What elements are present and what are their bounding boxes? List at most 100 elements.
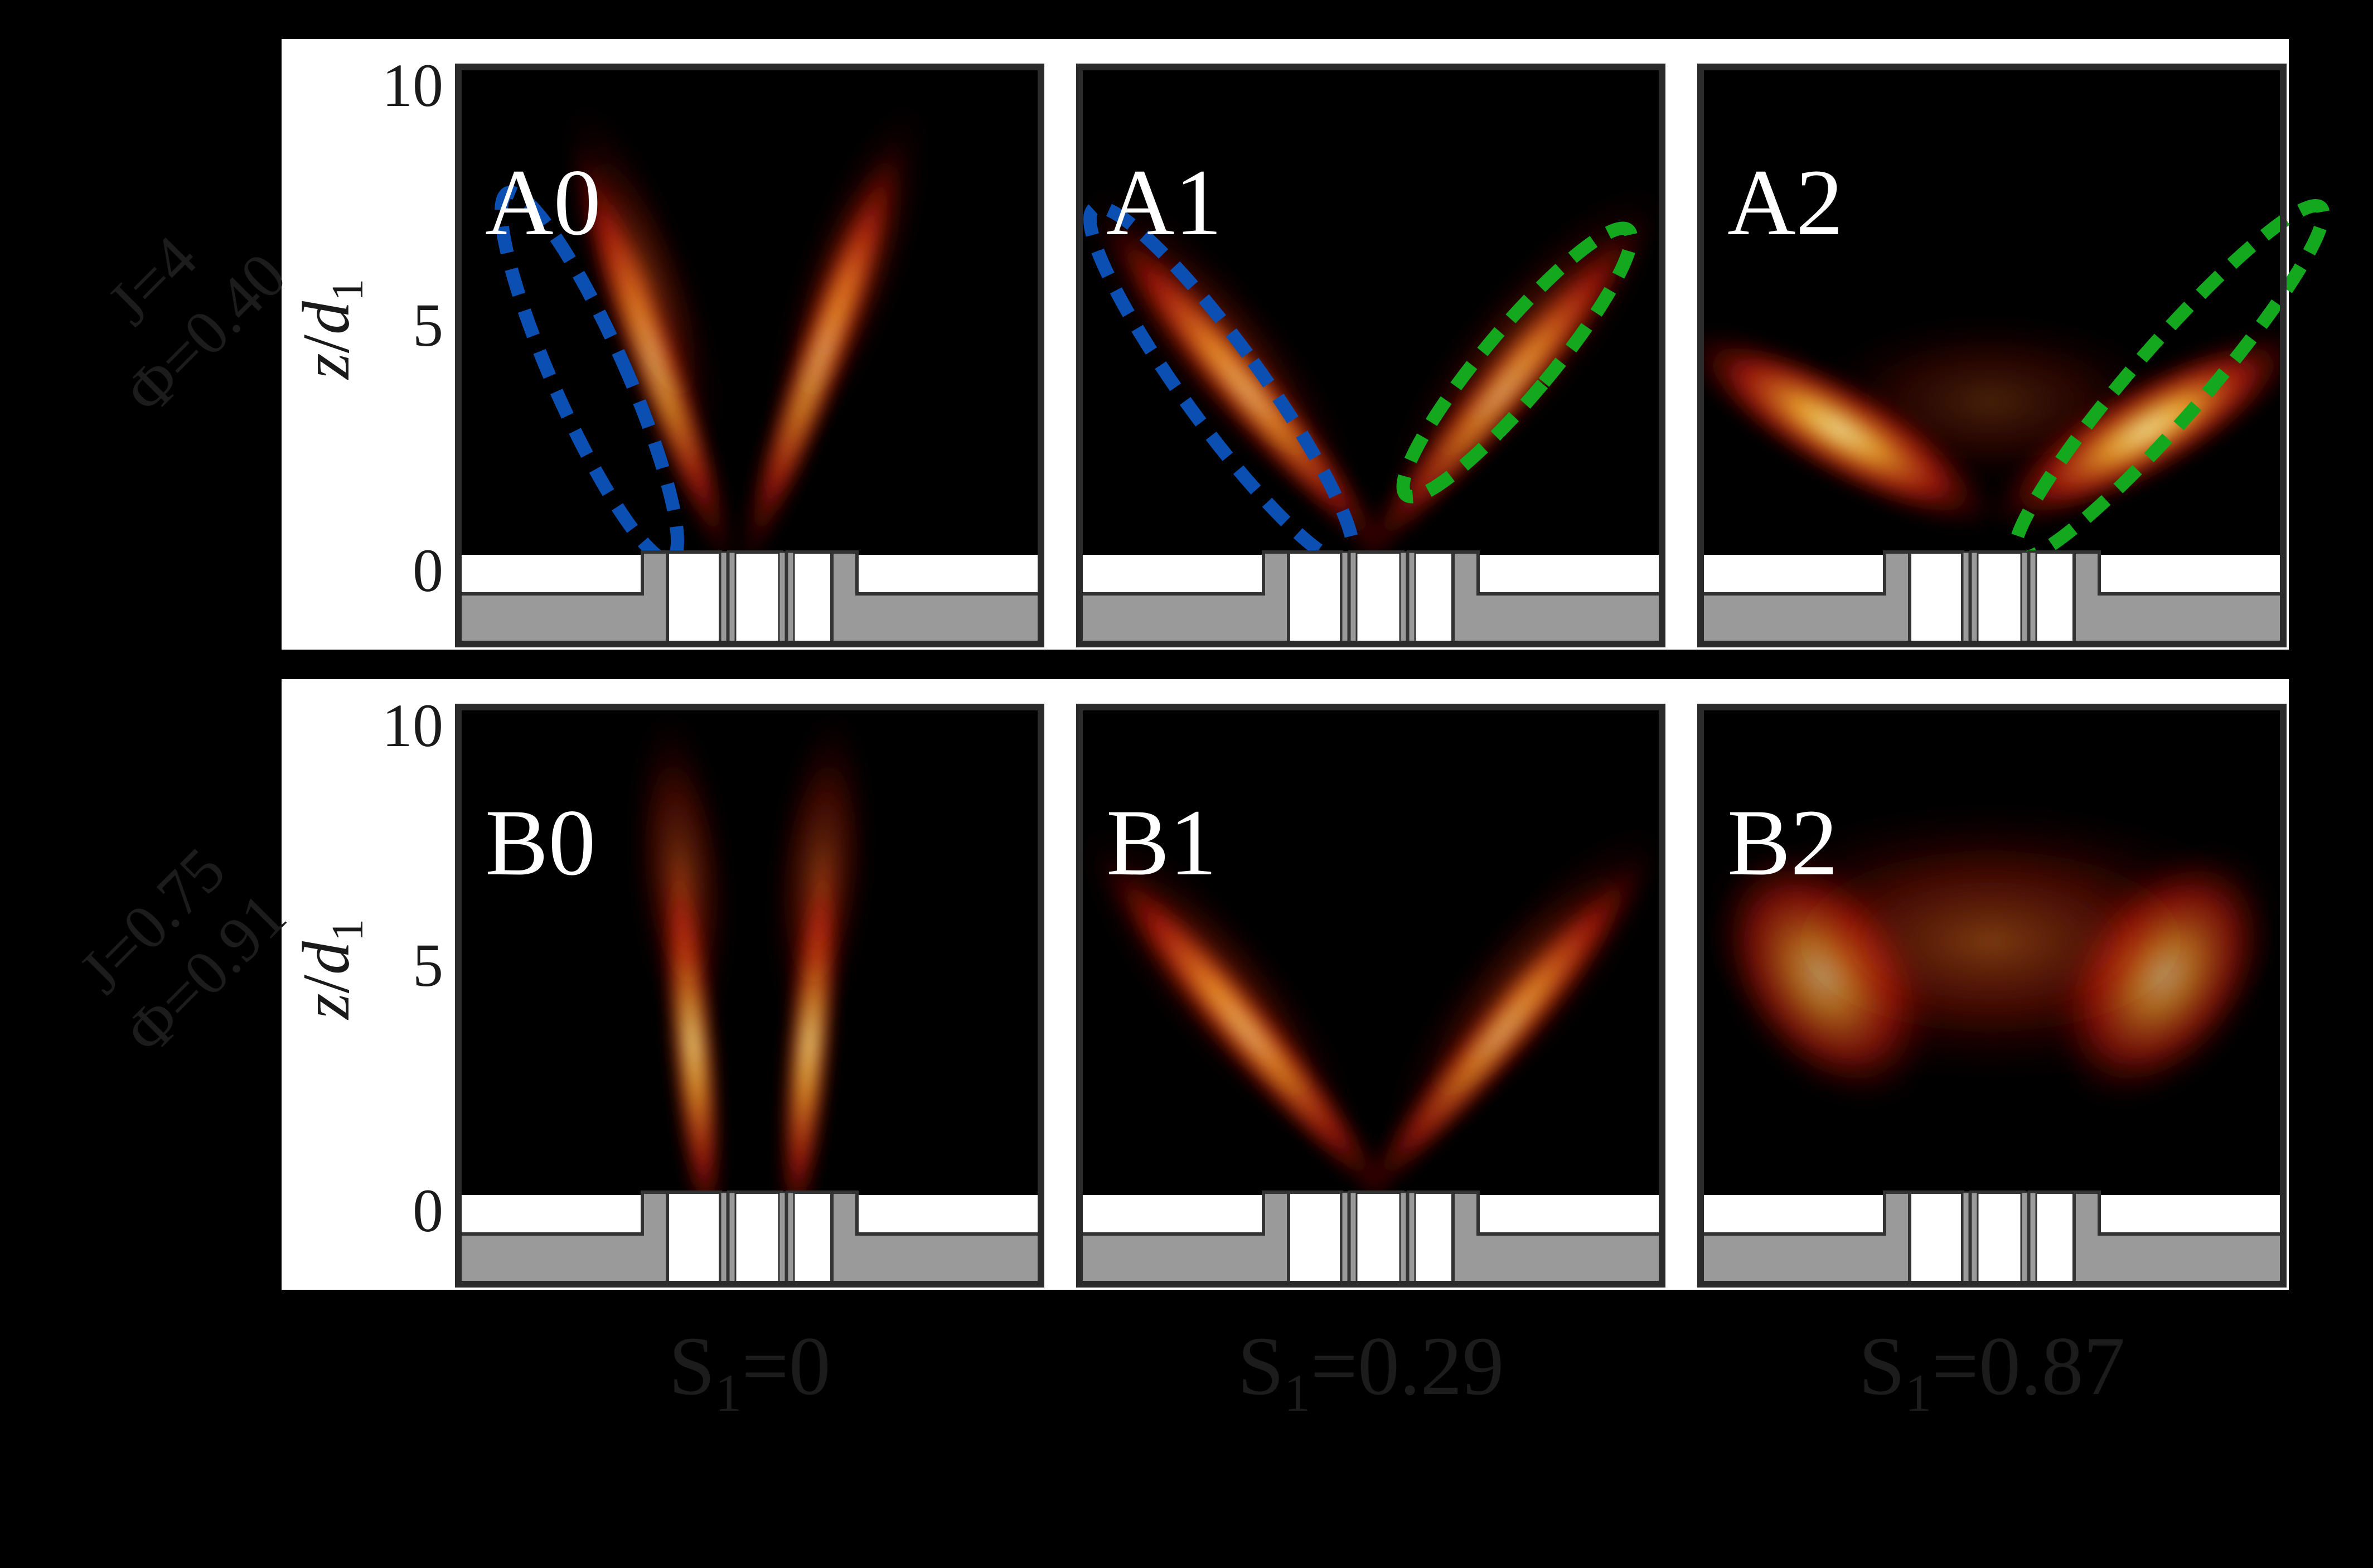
panel-label: B1 <box>1106 790 1217 895</box>
panel-a1: A1 <box>1076 64 1665 647</box>
burner-lip <box>786 551 795 645</box>
y-axis-label: z/d1 <box>289 919 372 1020</box>
column-label-value: =0 <box>742 1320 831 1412</box>
column-label: S1=0 <box>669 1320 831 1422</box>
column-label-sub: 1 <box>1284 1363 1311 1422</box>
flame-lobe <box>768 100 929 458</box>
panel-label: B0 <box>485 790 595 895</box>
flame-lobe <box>1701 802 2280 1081</box>
burner-lip <box>1970 551 1979 645</box>
column-label-sub: 1 <box>1905 1363 1932 1422</box>
burner-lip <box>778 551 787 645</box>
panel-label: A2 <box>1727 150 1843 255</box>
flame-lobe <box>1801 312 2180 491</box>
burner-channel <box>1287 1190 1343 1286</box>
y-tick-label: 5 <box>413 291 443 359</box>
panel-frame <box>455 64 1044 647</box>
y-tick-label: 0 <box>413 536 443 604</box>
burner-channel <box>727 550 783 646</box>
flame-image <box>1701 802 2280 1106</box>
burner-lip <box>2020 1191 2029 1285</box>
burner-channel <box>1348 550 1405 646</box>
text-layer: 1050z/d1J=4Φ=0.401050z/d1J=0.75Φ=0.91S1=… <box>58 51 2125 1422</box>
burner-lip <box>2028 1191 2037 1285</box>
burner-lip <box>728 551 737 645</box>
burner-lip <box>1340 551 1349 645</box>
panel-b1: B1 <box>1076 704 1665 1288</box>
y-axis-label-sub: 1 <box>323 279 372 301</box>
flame-lobe <box>1079 178 1363 513</box>
y-axis-label-sep: / <box>289 974 363 993</box>
burner-channel <box>1969 1190 2026 1286</box>
flame-lobe <box>1381 819 1662 1153</box>
panel-b2: B2 <box>1697 704 2287 1288</box>
burner-lip <box>1962 551 1970 645</box>
burner-lip <box>1399 1191 1408 1285</box>
burner-lip <box>728 1191 737 1285</box>
row-label: J=4Φ=0.40 <box>58 186 299 428</box>
column-label: S1=0.87 <box>1858 1320 2125 1422</box>
burner-lip <box>1340 1191 1349 1285</box>
panel-frame <box>1697 64 2287 647</box>
row-label: J=0.75Φ=0.91 <box>58 826 299 1068</box>
y-axis-label: z/d1 <box>289 279 372 380</box>
flame-image <box>1079 819 1662 1198</box>
panel-label: A0 <box>485 150 601 255</box>
burner-lip <box>1962 1191 1970 1285</box>
panel-label: A1 <box>1106 150 1222 255</box>
panel-image-area <box>458 707 1041 1284</box>
column-label-value: =0.29 <box>1310 1320 1504 1412</box>
flame-image <box>1701 312 2283 531</box>
y-tick-label: 10 <box>382 51 443 119</box>
panel-frame <box>1697 704 2287 1288</box>
column-label-prefix: S <box>1237 1320 1284 1412</box>
panel-b0: B0 <box>455 704 1044 1288</box>
green-dashed-ellipse <box>1396 221 1638 504</box>
flame-lobe <box>1381 178 1662 513</box>
flame-lobe <box>629 708 734 1041</box>
panel-layer: A0 A1 A2 B0 B1 B2 <box>455 64 2330 1288</box>
burner-lip <box>1407 1191 1416 1285</box>
burner-lip <box>786 1191 795 1285</box>
y-axis-label-var: z <box>289 353 363 380</box>
flame-lobe <box>1079 819 1363 1153</box>
y-axis-label-den: d <box>289 301 363 335</box>
column-label-value: =0.87 <box>1931 1320 2125 1412</box>
burner-lip <box>719 551 728 645</box>
y-tick-label: 10 <box>382 691 443 759</box>
burner-channel <box>727 1190 783 1286</box>
panel-a0: A0 <box>455 64 1044 647</box>
y-tick-label: 5 <box>413 931 443 999</box>
burner-channel <box>666 550 722 646</box>
column-label-sub: 1 <box>715 1363 742 1422</box>
flame-lobe <box>562 100 723 458</box>
burner-lip <box>2020 551 2029 645</box>
panel-frame <box>1076 704 1665 1288</box>
burner-lip <box>1970 1191 1979 1285</box>
burner-lip <box>1349 551 1358 645</box>
burner-lip <box>1349 1191 1358 1285</box>
flame-image <box>562 100 929 558</box>
panel-a2: A2 <box>1697 64 2330 647</box>
burner-lip <box>2028 551 2037 645</box>
y-axis-label-den: d <box>289 941 363 975</box>
y-tick-label: 0 <box>413 1177 443 1245</box>
burner-channel <box>1908 550 1964 646</box>
burner-channel <box>666 1190 722 1286</box>
column-label: S1=0.29 <box>1237 1320 1504 1422</box>
y-axis-label-sep: / <box>289 334 363 353</box>
column-label-prefix: S <box>669 1320 715 1412</box>
blue-dashed-ellipse <box>494 186 685 567</box>
burner-lip <box>1407 551 1416 645</box>
y-axis-label-var: z <box>289 993 363 1020</box>
burner-channel <box>1348 1190 1405 1286</box>
burner-channel <box>1969 550 2026 646</box>
column-label-prefix: S <box>1858 1320 1905 1412</box>
burner-lip <box>778 1191 787 1285</box>
panel-frame <box>455 704 1044 1288</box>
flame-image <box>629 708 873 1198</box>
y-axis-label-sub: 1 <box>323 919 372 941</box>
burner-lip <box>1399 551 1408 645</box>
